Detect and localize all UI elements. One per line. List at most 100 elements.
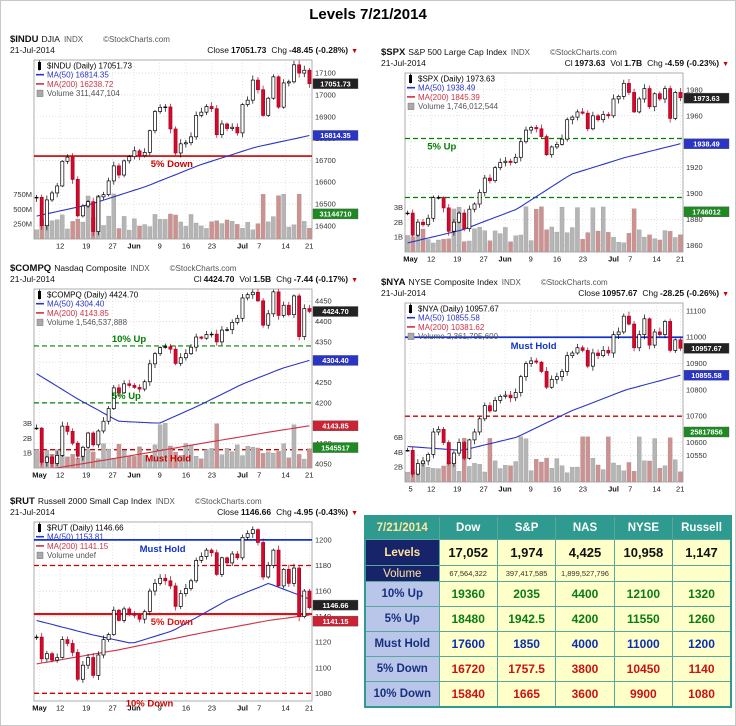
svg-text:Volume 311,447,104: Volume 311,447,104 [47, 89, 120, 98]
table-cell: 1320 [672, 581, 732, 607]
svg-text:Volume 1,746,012,544: Volume 1,746,012,544 [418, 102, 499, 111]
svg-text:5: 5 [408, 485, 412, 494]
svg-text:Jun: Jun [498, 485, 512, 494]
svg-text:10700: 10700 [686, 412, 707, 421]
svg-text:12: 12 [427, 255, 435, 264]
chart-subheader: 21-Jul-2014 Close 10957.67 Chg -28.25 (-0.2… [379, 288, 731, 299]
svg-text:1120: 1120 [315, 638, 331, 647]
chart-header: $INDU DJIA INDX ©StockCharts.com [8, 34, 360, 45]
svg-text:1980: 1980 [686, 85, 703, 94]
table-cell: 1757.5 [496, 656, 557, 682]
svg-text:12: 12 [56, 471, 64, 480]
svg-text:1860: 1860 [686, 241, 703, 250]
svg-text:7: 7 [257, 242, 261, 251]
svg-text:9: 9 [158, 471, 162, 480]
svg-text:31144710: 31144710 [319, 210, 351, 219]
row-label: 5% Down [364, 656, 440, 682]
svg-text:17000: 17000 [315, 90, 336, 99]
svg-text:27: 27 [109, 242, 117, 251]
svg-text:23: 23 [579, 255, 587, 264]
svg-text:$INDU (Daily) 17051.73: $INDU (Daily) 17051.73 [47, 62, 132, 71]
svg-text:1180: 1180 [315, 561, 331, 570]
table-cell: 10450 [613, 656, 674, 682]
svg-text:5% Down: 5% Down [151, 617, 193, 628]
table-cell: 17,052 [438, 539, 498, 566]
svg-text:Jun: Jun [127, 704, 141, 713]
svg-text:6B: 6B [394, 433, 403, 442]
chart-kind: INDX [510, 48, 531, 57]
svg-text:Jun: Jun [498, 255, 512, 264]
svg-text:5% Up: 5% Up [112, 391, 141, 402]
svg-text:750M: 750M [13, 190, 32, 199]
table-row-must-hold: Must Hold 17600 1850 4000 11000 1200 [364, 631, 732, 657]
svg-text:1160: 1160 [315, 587, 331, 596]
svg-text:21: 21 [305, 242, 313, 251]
chart-kind: INDX [155, 497, 175, 506]
svg-text:Jul: Jul [237, 704, 248, 713]
row-label: Must Hold [364, 631, 440, 657]
row-label: Levels [364, 539, 440, 566]
table-cell: 397,417,585 [496, 565, 557, 582]
chart-header: $SPX S&P 500 Large Cap Index INDX ©StockCha… [379, 47, 731, 58]
svg-text:MA(200) 10381.62: MA(200) 10381.62 [418, 323, 485, 332]
chart-subheader: 21-Jul-2014 Close 1146.66 Chg -4.95 (-0.43%… [8, 507, 360, 518]
svg-text:14: 14 [281, 704, 289, 713]
svg-text:16814.35: 16814.35 [320, 131, 350, 140]
chart-date: 21-Jul-2014 [10, 274, 55, 284]
svg-text:Jul: Jul [608, 255, 619, 264]
svg-text:4304.40: 4304.40 [322, 356, 348, 365]
close-value: 17051.73 [230, 45, 267, 55]
svg-text:16500: 16500 [315, 200, 336, 209]
svg-text:4424.70: 4424.70 [322, 307, 348, 316]
table-header-nyse: NYSE [613, 515, 674, 540]
svg-text:1920: 1920 [686, 163, 703, 172]
svg-text:Volume 2,361,795,600: Volume 2,361,795,600 [418, 332, 499, 341]
svg-text:23: 23 [208, 471, 216, 480]
row-label: 10% Down [364, 681, 440, 708]
chart-name: S&P 500 Large Cap Index [408, 47, 507, 57]
table-cell: 1140 [672, 656, 732, 682]
svg-text:MA(200) 16238.72: MA(200) 16238.72 [47, 80, 114, 89]
table-cell: 1,147 [672, 539, 732, 566]
table-cell [672, 565, 732, 582]
svg-text:1746012: 1746012 [692, 207, 720, 216]
svg-text:23: 23 [579, 485, 587, 494]
svg-text:May: May [32, 704, 47, 713]
svg-text:12: 12 [56, 704, 64, 713]
svg-text:MA(200) 1845.39: MA(200) 1845.39 [418, 93, 480, 102]
svg-text:23: 23 [208, 704, 216, 713]
table-cell: 9900 [613, 681, 674, 708]
close-value: 10957.67 [601, 288, 638, 298]
table-cell: 2035 [496, 581, 557, 607]
chart-stats: Cl 1973.63 Vol 1.7B Chg -4.59 (-0.23%) ▼ [564, 58, 729, 68]
svg-text:10% Down: 10% Down [126, 698, 174, 709]
svg-text:7: 7 [628, 255, 632, 264]
svg-text:27: 27 [480, 255, 488, 264]
svg-text:17100: 17100 [315, 69, 336, 78]
chart-stats: Close 10957.67 Chg -28.25 (-0.26%) ▼ [578, 288, 729, 298]
down-triangle-icon: ▼ [351, 510, 358, 517]
table-cell: 16720 [438, 656, 498, 682]
change-value: -4.95 (-0.43%) [293, 507, 349, 517]
svg-text:MA(50) 1153.81: MA(50) 1153.81 [47, 533, 104, 542]
table-row-10-down: 10% Down 15840 1665 3600 9900 1080 [364, 681, 732, 708]
svg-text:27: 27 [109, 704, 117, 713]
svg-text:14: 14 [652, 485, 660, 494]
chart-header: $NYA NYSE Composite Index INDX ©StockCharts… [379, 277, 731, 288]
table-cell: 3600 [555, 681, 615, 708]
table-cell: 1,899,527,796 [555, 565, 615, 582]
svg-text:16900: 16900 [315, 112, 336, 121]
down-triangle-icon: ▼ [722, 61, 729, 68]
svg-text:10% Up: 10% Up [112, 334, 147, 345]
change-value: -28.25 (-0.26%) [660, 288, 720, 298]
svg-text:1900: 1900 [686, 189, 703, 198]
row-label: Volume [364, 565, 440, 582]
svg-text:10900: 10900 [686, 359, 707, 368]
svg-text:$SPX (Daily) 1973.63: $SPX (Daily) 1973.63 [418, 75, 495, 84]
svg-text:16: 16 [182, 704, 190, 713]
svg-text:16400: 16400 [315, 221, 336, 230]
svg-text:21: 21 [676, 485, 684, 494]
svg-text:19: 19 [453, 255, 461, 264]
svg-text:10957.67: 10957.67 [691, 344, 721, 353]
svg-text:19: 19 [453, 485, 461, 494]
